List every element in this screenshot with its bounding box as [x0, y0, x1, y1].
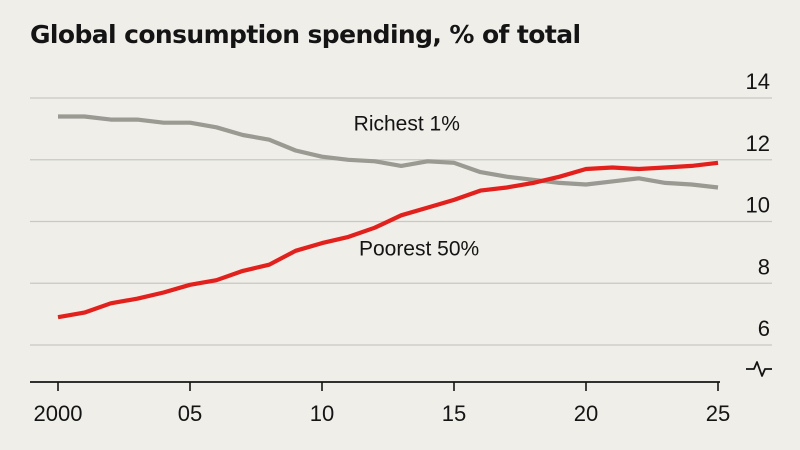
- x-tick-label-2020: 20: [574, 401, 598, 426]
- axis-break-icon: [746, 361, 772, 377]
- series-line-poorest-50pct: [57, 160, 719, 320]
- y-tick-label-8: 8: [758, 254, 770, 279]
- x-tick-label-2015: 15: [442, 401, 466, 426]
- annotations: Richest 1% Poorest 50%: [354, 112, 480, 260]
- y-tick-label-6: 6: [758, 316, 770, 341]
- series-line-richest-1pct: [58, 114, 719, 190]
- x-tick-label-2025: 25: [706, 401, 730, 426]
- x-tick-label-2000: 2000: [34, 401, 83, 426]
- y-tick-label-10: 10: [746, 193, 770, 218]
- y-tick-label-14: 14: [746, 69, 770, 94]
- x-tick-label-2010: 10: [310, 401, 334, 426]
- x-axis: 2000 05 10 15 20 25: [30, 381, 730, 426]
- y-axis-labels: 6 8 10 12 14: [746, 69, 770, 341]
- label-richest-1pct: Richest 1%: [354, 112, 460, 135]
- axis-break-mark: [746, 361, 772, 377]
- x-tick-label-2005: 05: [178, 401, 202, 426]
- chart-title: Global consumption spending, % of total: [30, 20, 581, 49]
- gridlines: [30, 97, 772, 346]
- y-tick-label-12: 12: [746, 131, 770, 156]
- label-poorest-50pct: Poorest 50%: [359, 237, 479, 260]
- series-group: [57, 114, 719, 320]
